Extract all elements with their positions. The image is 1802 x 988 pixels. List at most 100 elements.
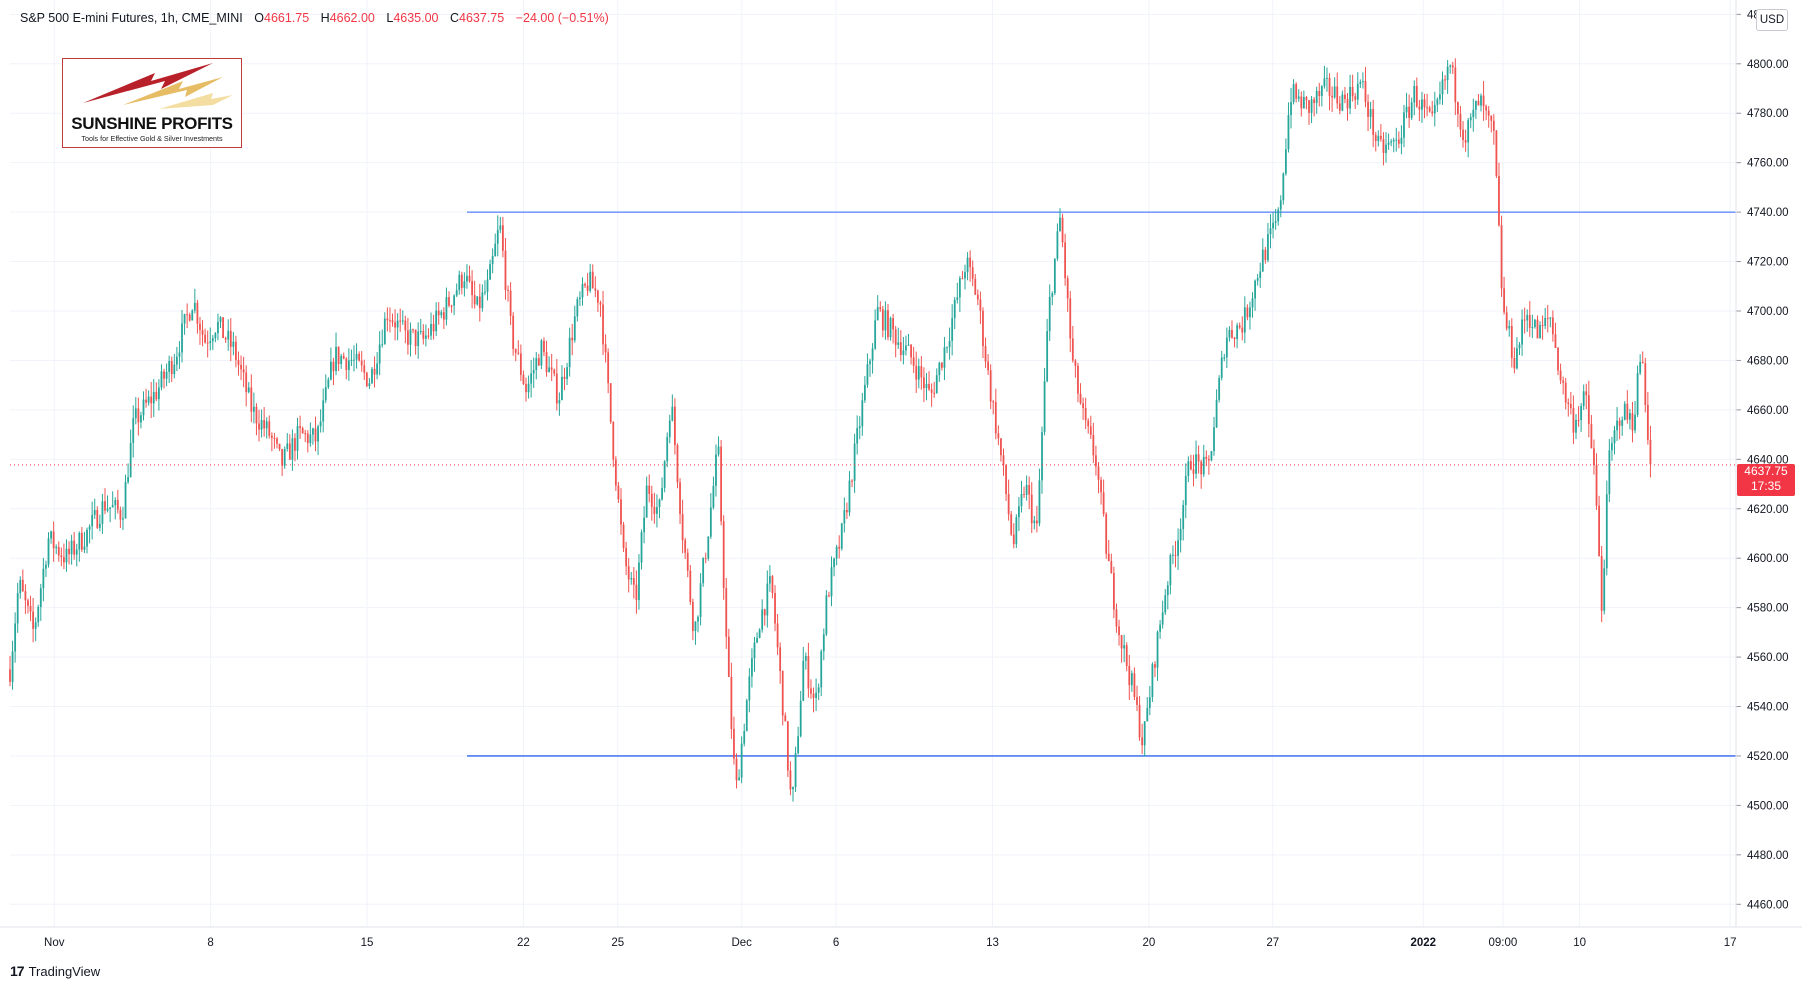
y-tick-label: 4520.00 [1747, 751, 1789, 763]
candle-body [1205, 456, 1208, 460]
y-tick-label: 4760.00 [1747, 158, 1789, 170]
candle-body [1536, 319, 1539, 339]
candle-body [1433, 104, 1436, 114]
candle-body [1161, 612, 1164, 625]
candle-body [509, 290, 512, 316]
candle-body [902, 350, 905, 355]
candle-body [383, 318, 386, 345]
candle-body [283, 448, 286, 466]
candle-body [1231, 330, 1233, 338]
candle-body [1274, 221, 1277, 223]
candle-body [360, 360, 363, 366]
tradingview-attribution[interactable]: 17 TradingView [10, 963, 100, 979]
candle-body [394, 322, 396, 328]
candle-body [614, 459, 617, 486]
symbol-title[interactable]: S&P 500 E-mini Futures, 1h, CME_MINI [20, 11, 243, 25]
candle-body [1035, 520, 1038, 524]
candle-body [129, 442, 132, 478]
candle-body [1256, 278, 1259, 281]
candle-body [1510, 325, 1513, 359]
candle-body [563, 376, 566, 380]
candle-body [188, 314, 191, 321]
candle-body [52, 531, 55, 549]
candle-body [899, 342, 902, 355]
candle-body [576, 299, 579, 317]
y-tick-label: 4600.00 [1747, 553, 1789, 565]
candle-body [1269, 228, 1272, 235]
candle-body [709, 507, 712, 537]
candle-body [869, 360, 871, 365]
candle-body [1195, 454, 1197, 474]
candle-body [355, 353, 358, 360]
y-tick-label: 4640.00 [1747, 454, 1789, 466]
candle-body [1338, 103, 1341, 111]
candle-body [296, 426, 299, 451]
candle-body [612, 422, 615, 460]
candle-body [70, 540, 73, 555]
time-axis[interactable]: Nov 8 15 22 25 Dec 6 13 20 27 2022 09:00 10 17 [0, 926, 1802, 949]
candle-body [229, 330, 232, 347]
candle-body [743, 731, 746, 744]
candle-body [640, 532, 643, 563]
candle-body [1523, 319, 1526, 321]
candle-body [923, 377, 925, 389]
candle-body [930, 389, 933, 393]
candle-body [1367, 101, 1369, 117]
candle-body [1182, 505, 1185, 530]
candle-body [1200, 461, 1203, 475]
candle-body [1210, 451, 1213, 461]
candle-body [807, 656, 810, 689]
candle-body [1456, 102, 1459, 115]
candle-body [1431, 111, 1434, 114]
candle-body [1587, 395, 1590, 425]
candle-body [32, 611, 35, 629]
candle-body [648, 485, 651, 494]
candle-body [766, 583, 769, 616]
candle-body [735, 758, 738, 781]
candle-body [535, 358, 538, 371]
candle-body [712, 485, 715, 508]
candle-body [1143, 721, 1146, 746]
horizontal-level-lines[interactable] [467, 211, 1736, 757]
price-axis[interactable]: 4460.00 4480.00 4500.00 4520.00 4540.00 4560.… [1735, 0, 1789, 927]
candle-body [1038, 480, 1041, 524]
candle-body [145, 399, 147, 403]
candle-body [155, 391, 158, 400]
candle-body [1408, 106, 1411, 118]
candle-body [363, 365, 366, 373]
candle-body [502, 225, 504, 251]
y-tick-label: 4480.00 [1747, 850, 1789, 862]
candle-body [1634, 414, 1636, 431]
candle-body [281, 449, 284, 466]
y-tick-label: 4500.00 [1747, 800, 1789, 812]
candle-body [1518, 344, 1521, 349]
candle-body [1531, 327, 1534, 329]
candle-body [1623, 403, 1626, 420]
candle-body [666, 437, 669, 462]
candle-body [1636, 373, 1639, 415]
candle-body [1246, 307, 1249, 318]
candle-body [620, 499, 622, 525]
candle-body [1487, 110, 1490, 116]
candle-body [722, 521, 725, 589]
candle-body [378, 344, 381, 364]
candle-body [476, 296, 479, 305]
candle-body [830, 567, 833, 597]
candle-body [122, 518, 124, 520]
candle-body [1133, 673, 1136, 698]
candle-body [1590, 424, 1593, 449]
candle-body [1567, 402, 1570, 405]
currency-button[interactable]: USD [1756, 9, 1788, 31]
candle-body [1613, 430, 1616, 444]
candle-body [792, 787, 794, 790]
candle-body [725, 588, 728, 637]
candle-body [347, 360, 350, 371]
candle-body [976, 294, 979, 300]
candle-body [1228, 330, 1231, 338]
candle-body [843, 510, 846, 524]
candle-body [407, 330, 409, 345]
candle-body [1118, 626, 1120, 636]
candle-body [779, 647, 782, 672]
candle-body [835, 546, 838, 559]
